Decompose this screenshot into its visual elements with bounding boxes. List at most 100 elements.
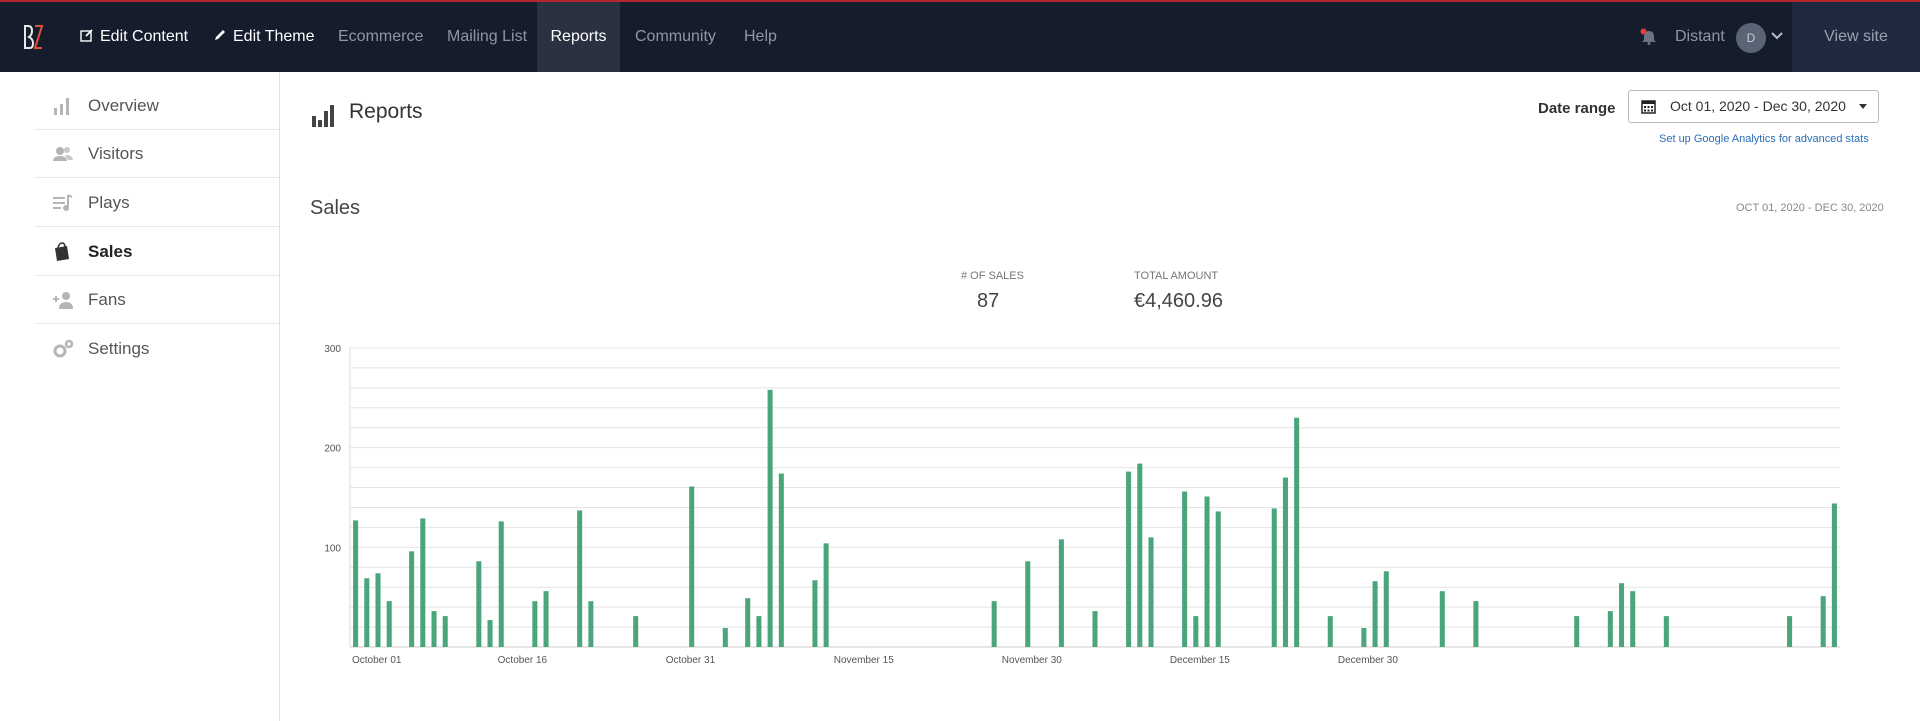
total-amount-value: €4,460.96 bbox=[1134, 290, 1223, 312]
chart-bar bbox=[1215, 511, 1221, 647]
nav-label: Edit Content bbox=[100, 28, 189, 45]
x-tick-label: October 01 bbox=[352, 655, 402, 666]
nav-label: Help bbox=[744, 28, 777, 45]
gears-icon bbox=[53, 339, 74, 358]
total-amount-label: TOTAL AMOUNT bbox=[1134, 270, 1219, 282]
view-site-button[interactable]: View site bbox=[1792, 2, 1920, 72]
chart-bar bbox=[386, 601, 392, 647]
y-tick-label: 200 bbox=[324, 444, 341, 455]
nav-help[interactable]: Help bbox=[744, 2, 777, 72]
chart-bar bbox=[543, 591, 549, 647]
chart-bar bbox=[1327, 616, 1333, 647]
chart-bar bbox=[498, 521, 504, 647]
caret-down-icon bbox=[1859, 104, 1867, 109]
x-tick-label: December 30 bbox=[1338, 655, 1398, 666]
chart-bar bbox=[588, 601, 594, 647]
sales-title: Sales bbox=[310, 197, 361, 219]
chart-bar bbox=[476, 561, 482, 647]
chart-bar bbox=[1092, 611, 1098, 647]
nav-edit-content[interactable]: Edit Content bbox=[80, 2, 188, 72]
y-tick-label: 100 bbox=[324, 543, 341, 554]
chart-bar bbox=[1058, 539, 1064, 647]
add-user-icon bbox=[53, 292, 73, 309]
chart-bar bbox=[991, 601, 997, 647]
nav-label: Reports bbox=[550, 28, 607, 45]
chart-bar bbox=[1831, 503, 1837, 647]
sales-count-value: 87 bbox=[977, 290, 1000, 312]
chart-bar bbox=[1148, 537, 1154, 647]
sidebar-item-settings[interactable]: Settings bbox=[35, 325, 279, 373]
chart-bar bbox=[1282, 477, 1288, 647]
bar-chart-icon bbox=[312, 105, 334, 127]
shopping-bag-icon bbox=[55, 242, 69, 261]
chart-bar bbox=[1193, 616, 1199, 647]
sidebar-item-fans[interactable]: Fans bbox=[35, 276, 279, 324]
chart-bar bbox=[1271, 508, 1277, 647]
chart-bar bbox=[633, 616, 639, 647]
chart-bar bbox=[409, 551, 415, 647]
chart-bar bbox=[756, 616, 762, 647]
chart-bar bbox=[1372, 581, 1378, 647]
sidebar-item-label: Visitors bbox=[88, 144, 144, 163]
sales-range-caption: OCT 01, 2020 - DEC 30, 2020 bbox=[1736, 202, 1884, 214]
chart-bar bbox=[722, 628, 728, 647]
logo-icon[interactable] bbox=[22, 24, 44, 50]
sidebar-item-visitors[interactable]: Visitors bbox=[35, 130, 279, 178]
chart-bar bbox=[823, 543, 829, 647]
chart-bar bbox=[1025, 561, 1031, 647]
calendar-icon bbox=[1641, 100, 1656, 114]
chart-bar bbox=[577, 510, 583, 647]
nav-reports[interactable]: Reports bbox=[537, 2, 620, 72]
chart-bar bbox=[487, 620, 493, 647]
sidebar-item-plays[interactable]: Plays bbox=[35, 179, 279, 227]
chart-bar bbox=[431, 611, 437, 647]
users-icon bbox=[53, 147, 73, 161]
nav-label: Ecommerce bbox=[338, 28, 424, 45]
chart-bar bbox=[1820, 596, 1826, 647]
nav-community[interactable]: Community bbox=[635, 2, 716, 72]
edit-icon bbox=[80, 29, 93, 42]
chart-bar bbox=[353, 520, 359, 647]
pencil-icon bbox=[215, 30, 225, 40]
chevron-down-icon[interactable] bbox=[1771, 31, 1783, 41]
chart-bar bbox=[1473, 601, 1479, 647]
notification-bell-icon[interactable] bbox=[1640, 28, 1658, 46]
x-tick-label: November 15 bbox=[834, 655, 894, 666]
chart-bar bbox=[420, 518, 426, 647]
page-title: Reports bbox=[349, 100, 423, 123]
nav-label: Edit Theme bbox=[233, 28, 315, 45]
chart-bar bbox=[1383, 571, 1389, 647]
chart-bar bbox=[1361, 628, 1367, 647]
top-navbar: Edit Content Edit Theme Ecommerce Mailin… bbox=[0, 0, 1920, 72]
chart-bar bbox=[532, 601, 538, 647]
sidebar: Overview Visitors Plays Sales Fans Se bbox=[0, 72, 280, 721]
nav-mailing-list[interactable]: Mailing List bbox=[447, 2, 527, 72]
chart-bar bbox=[745, 598, 751, 647]
chart-bar bbox=[1663, 616, 1669, 647]
chart-bar bbox=[1182, 491, 1188, 647]
sales-bar-chart: 100 200 300 October 01 October 16 October 31 N… bbox=[324, 344, 1840, 666]
bar-chart-icon bbox=[54, 98, 69, 115]
date-range-picker[interactable]: Oct 01, 2020 - Dec 30, 2020 bbox=[1628, 90, 1879, 123]
chart-bar bbox=[1619, 583, 1625, 647]
chart-bar bbox=[375, 573, 381, 647]
sidebar-item-label: Plays bbox=[88, 193, 130, 212]
date-range-label: Date range bbox=[1538, 100, 1616, 117]
x-tick-label: November 30 bbox=[1002, 655, 1062, 666]
chart-bar bbox=[1574, 616, 1580, 647]
sidebar-item-label: Fans bbox=[88, 290, 126, 309]
nav-ecommerce[interactable]: Ecommerce bbox=[338, 2, 423, 72]
user-name[interactable]: Distant bbox=[1675, 28, 1725, 45]
sidebar-item-sales[interactable]: Sales bbox=[35, 228, 279, 276]
avatar[interactable]: D bbox=[1736, 23, 1766, 53]
date-range-value: Oct 01, 2020 - Dec 30, 2020 bbox=[1670, 98, 1846, 114]
y-tick-label: 300 bbox=[324, 344, 341, 355]
nav-label: Mailing List bbox=[447, 28, 528, 45]
chart-bar bbox=[442, 616, 448, 647]
nav-edit-theme[interactable]: Edit Theme bbox=[213, 2, 315, 72]
sidebar-item-overview[interactable]: Overview bbox=[35, 82, 279, 130]
google-analytics-link[interactable]: Set up Google Analytics for advanced sta… bbox=[1659, 133, 1869, 145]
playlist-icon bbox=[53, 194, 73, 211]
x-tick-label: December 15 bbox=[1170, 655, 1230, 666]
chart-bar bbox=[812, 580, 818, 647]
